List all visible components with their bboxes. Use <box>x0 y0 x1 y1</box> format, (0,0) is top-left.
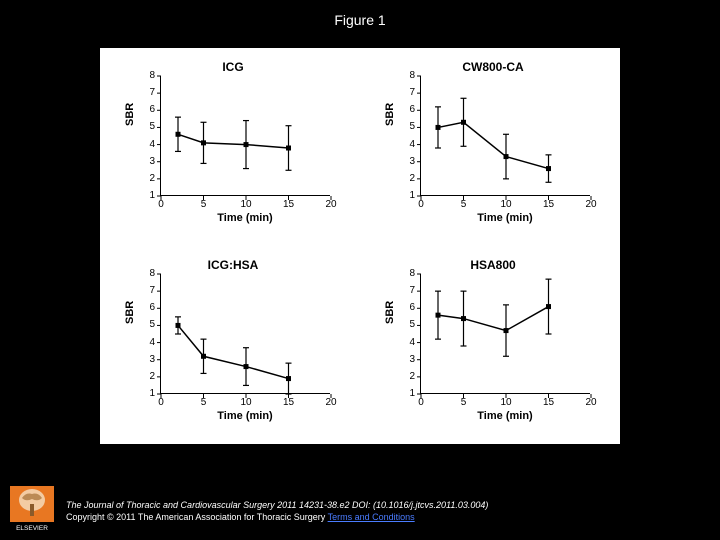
xtick-label: 0 <box>418 199 424 210</box>
plot-area: 1234567805101520 <box>420 76 590 196</box>
elsevier-logo: ELSEVIER <box>8 484 56 532</box>
xtick-label: 15 <box>283 199 294 210</box>
ytick-label: 7 <box>401 87 415 98</box>
xtick-label: 20 <box>325 199 336 210</box>
x-axis-label: Time (min) <box>160 212 330 224</box>
ytick-label: 1 <box>401 388 415 399</box>
ytick-label: 2 <box>401 173 415 184</box>
xtick-label: 10 <box>500 397 511 408</box>
panel-hsa800: HSA8001234567805101520SBRTime (min) <box>378 256 608 426</box>
ytick-label: 4 <box>141 139 155 150</box>
copyright-prefix: Copyright © 2011 The American Associatio… <box>66 512 328 522</box>
xtick-label: 20 <box>585 397 596 408</box>
ytick-label: 5 <box>141 121 155 132</box>
panel-icg: ICG1234567805101520SBRTime (min) <box>118 58 348 228</box>
chart-svg <box>161 274 333 396</box>
xtick-label: 20 <box>325 397 336 408</box>
xtick-label: 15 <box>543 199 554 210</box>
ytick-label: 7 <box>401 285 415 296</box>
svg-text:ELSEVIER: ELSEVIER <box>16 525 48 532</box>
xtick-label: 0 <box>158 199 164 210</box>
x-axis-label: Time (min) <box>420 410 590 422</box>
ytick-label: 7 <box>141 285 155 296</box>
copyright-text: Copyright © 2011 The American Associatio… <box>66 512 700 522</box>
ytick-label: 4 <box>401 337 415 348</box>
y-axis-label: SBR <box>384 301 396 324</box>
plot-area: 1234567805101520 <box>160 274 330 394</box>
xtick-label: 15 <box>283 397 294 408</box>
figure-title: Figure 1 <box>0 12 720 28</box>
ytick-label: 6 <box>401 302 415 313</box>
x-axis-label: Time (min) <box>420 212 590 224</box>
ytick-label: 2 <box>401 371 415 382</box>
terms-link[interactable]: Terms and Conditions <box>328 512 415 522</box>
ytick-label: 8 <box>401 70 415 81</box>
xtick-label: 5 <box>201 199 207 210</box>
figure-area: ICG1234567805101520SBRTime (min)CW800-CA… <box>100 48 620 444</box>
ytick-label: 5 <box>141 319 155 330</box>
ytick-label: 6 <box>141 302 155 313</box>
ytick-label: 3 <box>401 156 415 167</box>
ytick-label: 8 <box>141 268 155 279</box>
ytick-label: 1 <box>141 388 155 399</box>
xtick-label: 10 <box>240 397 251 408</box>
ytick-label: 4 <box>401 139 415 150</box>
panel-icg-hsa: ICG:HSA1234567805101520SBRTime (min) <box>118 256 348 426</box>
chart-svg <box>421 76 593 198</box>
chart-svg <box>161 76 333 198</box>
ytick-label: 8 <box>141 70 155 81</box>
ytick-label: 1 <box>401 190 415 201</box>
y-axis-label: SBR <box>124 103 136 126</box>
ytick-label: 8 <box>401 268 415 279</box>
x-axis-label: Time (min) <box>160 410 330 422</box>
ytick-label: 2 <box>141 371 155 382</box>
ytick-label: 3 <box>401 354 415 365</box>
xtick-label: 5 <box>201 397 207 408</box>
plot-area: 1234567805101520 <box>160 76 330 196</box>
ytick-label: 5 <box>401 121 415 132</box>
xtick-label: 5 <box>461 397 467 408</box>
xtick-label: 10 <box>500 199 511 210</box>
plot-area: 1234567805101520 <box>420 274 590 394</box>
ytick-label: 5 <box>401 319 415 330</box>
ytick-label: 2 <box>141 173 155 184</box>
xtick-label: 5 <box>461 199 467 210</box>
xtick-label: 0 <box>158 397 164 408</box>
y-axis-label: SBR <box>384 103 396 126</box>
ytick-label: 3 <box>141 354 155 365</box>
footer: The Journal of Thoracic and Cardiovascul… <box>66 500 700 522</box>
ytick-label: 6 <box>401 104 415 115</box>
chart-svg <box>421 274 593 396</box>
xtick-label: 0 <box>418 397 424 408</box>
y-axis-label: SBR <box>124 301 136 324</box>
ytick-label: 3 <box>141 156 155 167</box>
xtick-label: 20 <box>585 199 596 210</box>
panel-cw800: CW800-CA1234567805101520SBRTime (min) <box>378 58 608 228</box>
ytick-label: 7 <box>141 87 155 98</box>
xtick-label: 15 <box>543 397 554 408</box>
xtick-label: 10 <box>240 199 251 210</box>
ytick-label: 4 <box>141 337 155 348</box>
ytick-label: 6 <box>141 104 155 115</box>
citation-text: The Journal of Thoracic and Cardiovascul… <box>66 500 700 510</box>
ytick-label: 1 <box>141 190 155 201</box>
